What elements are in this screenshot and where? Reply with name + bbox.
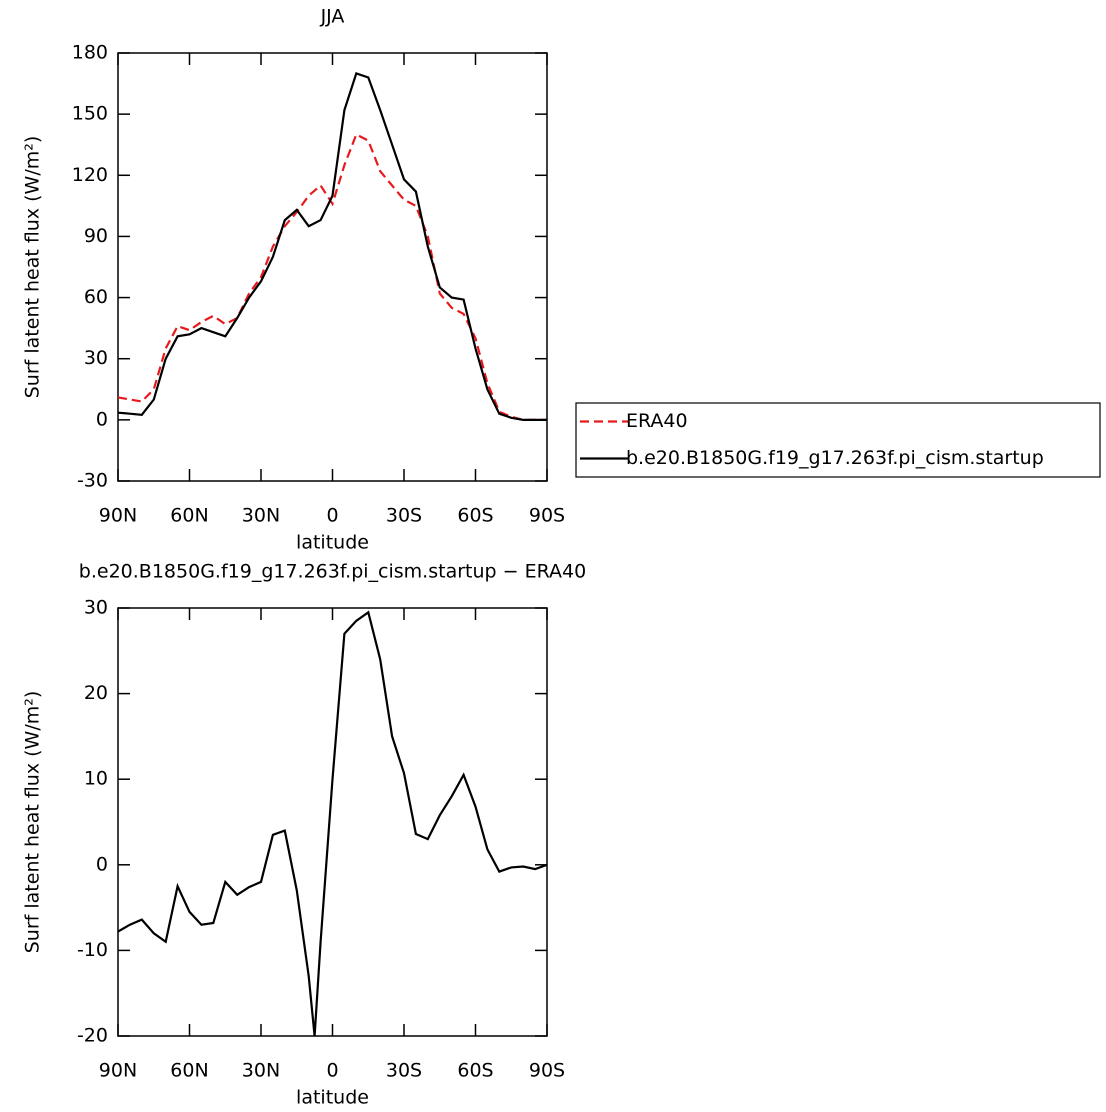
y-tick-label: -10 (77, 939, 108, 961)
y-tick-label: -30 (77, 470, 108, 492)
y-tick-label: -20 (77, 1025, 108, 1047)
x-tick-label: 30N (242, 505, 280, 527)
y-tick-label: 10 (84, 768, 108, 790)
y-tick-label: 90 (84, 225, 108, 247)
y-axis-label: Surf latent heat flux (W/m²) (22, 136, 44, 399)
legend-label: ERA40 (626, 410, 688, 432)
y-tick-label: 0 (96, 408, 108, 430)
chart-title: JJA (320, 6, 345, 28)
y-tick-label: 30 (84, 597, 108, 619)
x-tick-label: 90S (529, 505, 565, 527)
x-tick-label: 90S (529, 1060, 565, 1082)
y-tick-label: 0 (96, 853, 108, 875)
x-tick-label: 30S (386, 505, 422, 527)
x-tick-label: 0 (326, 1060, 338, 1082)
x-tick-label: 90N (99, 505, 137, 527)
x-tick-label: 60S (457, 1060, 493, 1082)
x-tick-label: 30N (242, 1060, 280, 1082)
series-line (117, 610, 548, 1037)
y-tick-label: 30 (84, 347, 108, 369)
series-line (117, 71, 547, 421)
y-tick-label: 120 (72, 164, 108, 186)
plot-frame (117, 52, 548, 482)
y-tick-label: 60 (84, 286, 108, 308)
y-tick-label: 150 (72, 103, 108, 125)
series-line (117, 132, 547, 421)
x-tick-label: 0 (326, 505, 338, 527)
y-tick-label: 180 (72, 42, 108, 64)
y-axis-label: Surf latent heat flux (W/m²) (22, 691, 44, 954)
x-tick-label: 30S (386, 1060, 422, 1082)
x-axis-label: latitude (296, 532, 369, 554)
legend-label: b.e20.B1850G.f19_g17.263f.pi_cism.startu… (626, 447, 1044, 469)
plot-frame (117, 607, 548, 1037)
x-tick-label: 60N (170, 505, 208, 527)
legend-box (575, 402, 1101, 478)
x-tick-label: 60N (170, 1060, 208, 1082)
y-tick-label: 20 (84, 682, 108, 704)
x-axis-label: latitude (296, 1087, 369, 1109)
x-tick-label: 90N (99, 1060, 137, 1082)
chart-title: b.e20.B1850G.f19_g17.263f.pi_cism.startu… (79, 561, 586, 583)
x-tick-label: 60S (457, 505, 493, 527)
